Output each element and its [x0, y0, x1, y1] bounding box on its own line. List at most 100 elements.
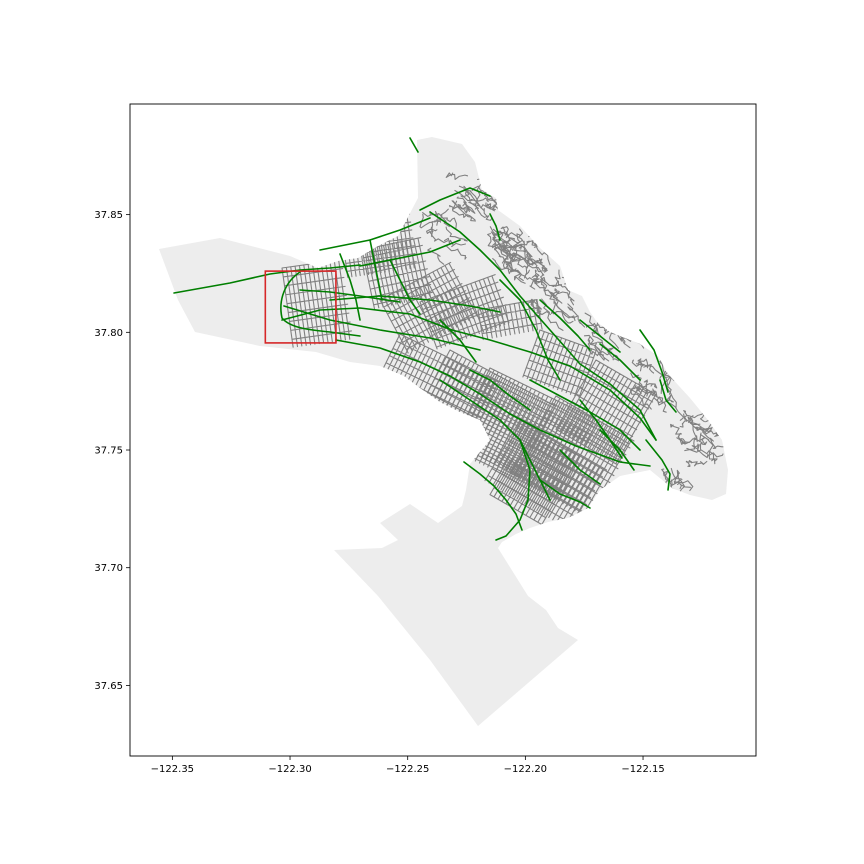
hill-street [666, 474, 683, 483]
hill-street [445, 226, 468, 242]
street-lines [477, 299, 543, 341]
hill-street [445, 245, 467, 260]
hill-street [481, 176, 525, 190]
hill-street [699, 432, 708, 446]
hill-street [442, 217, 457, 230]
hill-street [526, 239, 551, 266]
hill-street [587, 336, 610, 362]
major-routes-layer [173, 137, 677, 541]
hill-street [695, 426, 712, 433]
street-lines [317, 208, 350, 249]
hill-street [533, 278, 556, 297]
street-grid [411, 349, 557, 478]
major-route [429, 211, 657, 441]
major-route [280, 271, 361, 337]
major-route [599, 343, 641, 381]
hill-street [605, 310, 632, 336]
hill-street [638, 360, 655, 374]
hill-street [517, 263, 545, 282]
hill-street [637, 358, 649, 369]
major-route [299, 289, 401, 303]
street-grid [477, 299, 543, 341]
x-tick-label: −122.35 [151, 764, 194, 775]
major-route [369, 239, 383, 301]
major-route [281, 307, 657, 441]
hill-street [492, 258, 524, 282]
x-tick-label: −122.25 [386, 764, 429, 775]
hill-street [443, 237, 467, 248]
hill-street [686, 447, 716, 465]
hill-street [691, 460, 708, 467]
major-route [463, 461, 523, 531]
y-tick-label: 37.75 [94, 446, 123, 457]
y-tick-label: 37.70 [94, 563, 123, 574]
hill-street [652, 388, 667, 413]
hill-street [430, 226, 449, 244]
hill-street [679, 410, 688, 428]
major-route [639, 329, 669, 393]
hill-street [567, 303, 586, 328]
major-route [319, 217, 431, 251]
hill-street [659, 374, 677, 409]
hill-street [553, 301, 574, 324]
hill-street [540, 276, 556, 288]
hill-street [684, 444, 700, 452]
hill-street [503, 239, 526, 252]
hill-street [454, 202, 470, 210]
hill-street [676, 469, 692, 488]
major-route [645, 439, 671, 491]
major-route [329, 295, 501, 313]
y-tick-label: 37.65 [94, 681, 123, 692]
hill-street [670, 423, 683, 438]
major-route [339, 253, 361, 321]
major-route [495, 439, 531, 541]
hill-street [517, 254, 534, 266]
major-route [469, 369, 531, 411]
hill-street [638, 383, 658, 398]
hill-street [524, 249, 543, 266]
hill-street [498, 244, 521, 265]
hill-street [501, 239, 522, 260]
hill-street [526, 253, 547, 272]
city-boundary [159, 137, 728, 726]
major-route [409, 137, 419, 153]
street-lines [419, 274, 513, 350]
axes-frame [129, 103, 757, 757]
hill-street [533, 278, 546, 289]
hill-street [692, 424, 698, 450]
street-lines [411, 349, 557, 478]
y-tick-label: 37.85 [94, 210, 123, 221]
hill-street [631, 359, 645, 372]
major-route [659, 379, 677, 413]
major-route [579, 399, 623, 459]
hill-street [541, 298, 564, 331]
x-tick-label: −122.15 [621, 764, 664, 775]
major-route [559, 449, 601, 485]
major-route [335, 339, 651, 467]
hill-street [603, 312, 615, 335]
hill-street [487, 233, 506, 249]
street-grid [419, 274, 513, 350]
hill-street [585, 322, 602, 338]
major-route [539, 299, 591, 351]
x-axis: −122.35 −122.30 −122.25 −122.20 −122.15 [151, 756, 665, 775]
x-tick-label: −122.20 [504, 764, 547, 775]
hill-street [468, 201, 493, 221]
highlight-box [264, 270, 337, 344]
hill-street [489, 176, 506, 195]
hill-street [643, 379, 658, 389]
hill-street [496, 231, 525, 244]
hill-street [485, 202, 496, 212]
major-route [389, 259, 421, 315]
hill-street [492, 226, 516, 242]
major-route [439, 319, 477, 363]
major-route [499, 279, 561, 381]
hill-street [635, 386, 642, 394]
hill-street [456, 196, 469, 214]
major-route [539, 479, 591, 509]
hill-street [653, 396, 674, 406]
hill-street [583, 334, 605, 359]
hill-street [502, 251, 513, 275]
hill-street [630, 384, 656, 396]
